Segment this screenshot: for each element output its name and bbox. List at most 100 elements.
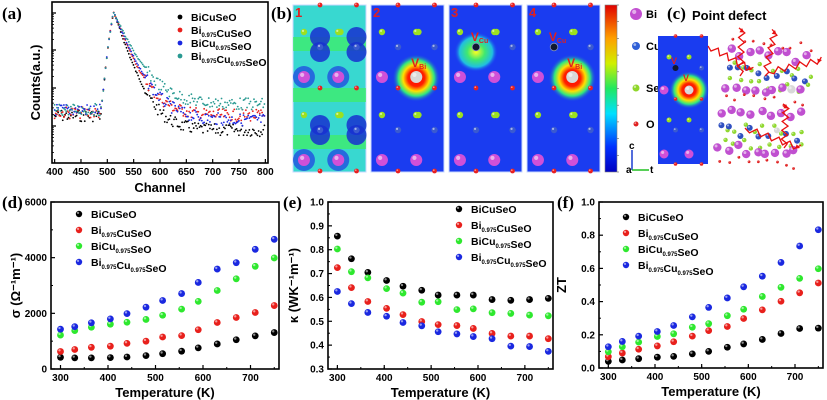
- data-point-body: [123, 318, 131, 326]
- atom-bi: [659, 85, 669, 95]
- atom-o-highlight: [552, 3, 555, 5]
- atom-o-body: [510, 85, 515, 91]
- atom-o-body: [776, 160, 779, 164]
- data-point: [69, 105, 72, 108]
- data-point: [453, 306, 461, 313]
- data-point-highlight: [335, 289, 338, 292]
- data-point-highlight: [508, 333, 511, 337]
- phonon-wave: [744, 127, 802, 150]
- data-point: [82, 114, 85, 116]
- atom-bi: [727, 105, 736, 115]
- data-point: [364, 274, 372, 282]
- atom-bi-highlight: [743, 151, 747, 155]
- data-point: [180, 128, 182, 131]
- data-point: [134, 53, 137, 56]
- atom-o-body: [551, 85, 557, 91]
- data-point-highlight: [706, 321, 709, 324]
- atom-o-highlight: [718, 160, 720, 162]
- legend-label-Cu: Cu: [646, 41, 661, 53]
- data-point-body: [159, 311, 167, 319]
- legend-atom-Bi: [630, 8, 642, 20]
- data-point: [434, 298, 442, 306]
- data-point: [141, 72, 144, 75]
- atom-se-body: [799, 129, 804, 135]
- legend-label: BiCu0.975SeO: [471, 236, 532, 251]
- data-point-body: [348, 284, 355, 292]
- data-point-body: [526, 343, 533, 350]
- data-point: [147, 87, 150, 90]
- data-point-body: [159, 297, 167, 304]
- data-point: [383, 305, 390, 312]
- panel-label-a: (a): [2, 4, 22, 23]
- data-point-highlight: [124, 341, 128, 344]
- y-tick-label: 2000: [25, 309, 48, 320]
- data-point-body: [213, 340, 221, 348]
- atom-o: [395, 2, 401, 8]
- data-point: [185, 99, 188, 102]
- atom-se-body: [569, 28, 576, 36]
- data-point: [488, 335, 496, 343]
- data-point-highlight: [58, 349, 61, 352]
- data-point-body: [507, 332, 515, 340]
- data-point-highlight: [741, 284, 744, 287]
- atom-bi-body: [751, 86, 760, 95]
- data-point: [239, 113, 241, 116]
- atom-bi-highlight: [778, 110, 782, 114]
- data-point: [197, 97, 200, 100]
- atom-cu-body: [472, 126, 480, 134]
- data-point: [76, 105, 79, 107]
- data-point: [123, 318, 131, 326]
- plot-frame: [50, 201, 280, 370]
- atom-se: [335, 111, 342, 119]
- axis-t-label: t: [650, 165, 654, 176]
- density-hole: [310, 42, 331, 62]
- data-point: [61, 111, 64, 113]
- data-point: [119, 25, 122, 27]
- data-point: [88, 107, 91, 110]
- data-point: [740, 283, 748, 291]
- data-point: [165, 89, 167, 92]
- data-point: [107, 46, 109, 49]
- data-point-highlight: [690, 314, 693, 317]
- data-point-highlight: [471, 306, 474, 309]
- data-point: [723, 323, 731, 330]
- data-point: [190, 119, 193, 121]
- data-point: [149, 82, 152, 84]
- data-point: [246, 106, 248, 109]
- data-point-body: [705, 320, 713, 328]
- data-point-body: [777, 283, 785, 291]
- data-point: [126, 50, 129, 52]
- data-point-highlight: [143, 338, 147, 342]
- data-point: [469, 291, 477, 299]
- y-tick-label: 1.0: [581, 198, 595, 209]
- atom-cu-highlight: [432, 44, 435, 47]
- data-point-body: [688, 323, 696, 331]
- data-point-body: [194, 344, 202, 352]
- atom-o-highlight: [318, 86, 321, 89]
- atom-bi-highlight: [743, 87, 747, 91]
- atom-cu-body: [587, 126, 594, 134]
- data-point: [212, 127, 215, 130]
- atom-cu-body: [699, 65, 704, 71]
- data-point: [151, 97, 153, 99]
- data-point: [108, 37, 111, 40]
- atom-cu-highlight: [774, 73, 777, 76]
- bi-vacancy-highlight: [686, 86, 690, 91]
- data-point-highlight: [72, 355, 75, 358]
- data-point: [207, 97, 210, 99]
- data-point: [180, 110, 182, 113]
- data-point-body: [178, 290, 186, 297]
- data-point: [61, 119, 64, 122]
- data-point-highlight: [741, 316, 744, 319]
- data-point: [333, 245, 341, 253]
- density-hole: [346, 125, 367, 145]
- atom-o-highlight: [396, 3, 399, 5]
- atom-bi-highlight: [718, 110, 722, 114]
- atom-se-highlight: [749, 79, 752, 82]
- atom-o-highlight: [700, 97, 702, 100]
- atom-cu-body: [316, 43, 324, 51]
- atom-se-highlight: [806, 83, 809, 85]
- atom-cu-highlight: [738, 133, 741, 136]
- atom-se-highlight: [687, 55, 690, 57]
- data-point: [796, 289, 804, 297]
